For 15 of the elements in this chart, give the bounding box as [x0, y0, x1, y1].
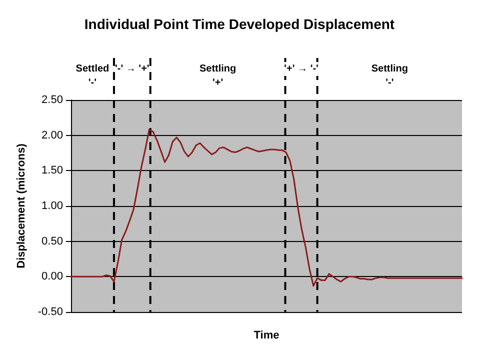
y-tick-label: 0.00 — [42, 270, 63, 283]
y-axis-title: Displacement (microns) — [16, 143, 28, 268]
chart-title: Individual Point Time Developed Displacement — [84, 16, 395, 32]
y-tick-label: -0.50 — [38, 306, 63, 318]
y-tick-label: 1.00 — [42, 200, 63, 212]
y-tick-label: 0.50 — [42, 235, 63, 248]
text: '-' → '+' — [115, 64, 150, 74]
text: Settling '+' — [199, 64, 236, 88]
x-axis-title: Time — [254, 330, 280, 342]
y-tick-label: 2.00 — [42, 129, 63, 142]
text: Settling '-' — [371, 64, 408, 88]
text: '+' → '-' — [284, 64, 318, 74]
y-tick-label: 2.50 — [42, 94, 63, 106]
text: Settled '-' — [76, 64, 110, 88]
y-tick-label: 1.50 — [42, 164, 63, 177]
